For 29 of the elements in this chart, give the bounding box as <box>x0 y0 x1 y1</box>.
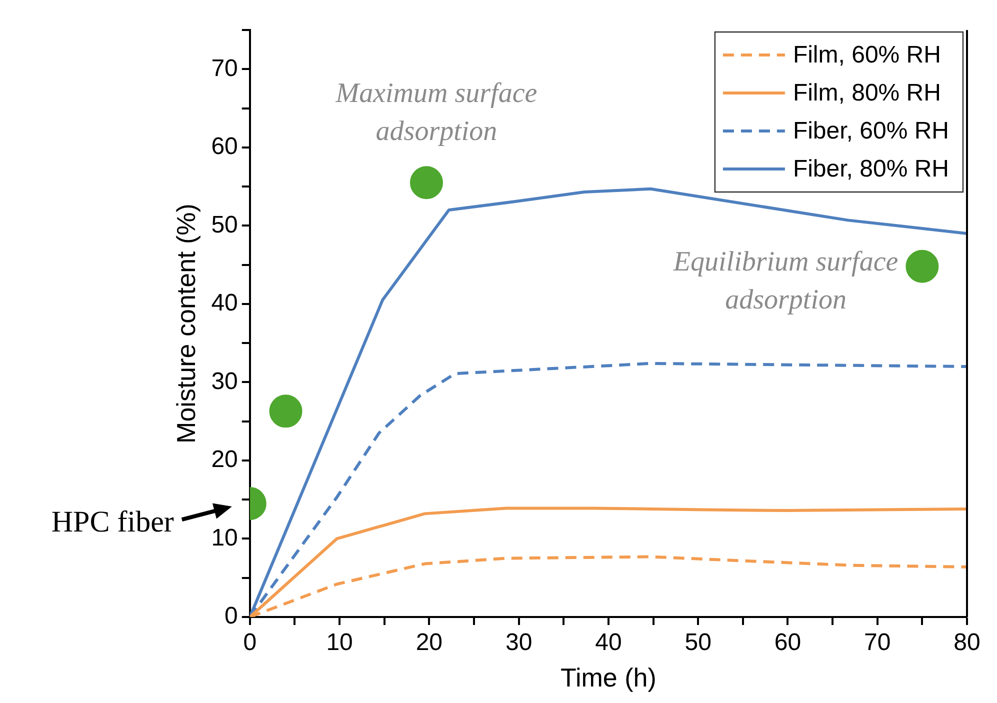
point <box>269 394 302 428</box>
y-tick-label: 40 <box>211 290 238 317</box>
y-tick-label: 10 <box>211 524 238 552</box>
x-tick-label: 20 <box>416 629 443 656</box>
point <box>410 166 443 200</box>
x-tick-label: 60 <box>774 629 802 656</box>
annotation: Maximum surface adsorption <box>334 78 538 147</box>
legend-label: Fiber, 80% RH <box>792 156 950 183</box>
point <box>906 250 939 283</box>
y-tick-label: 50 <box>211 211 238 238</box>
y-tick-label: 30 <box>211 368 238 395</box>
y-axis-title: Moisture content (%) <box>170 204 201 444</box>
x-tick-label: 70 <box>864 629 891 656</box>
y-tick-label: 70 <box>211 54 238 82</box>
x-tick-label: 0 <box>243 629 257 656</box>
annotation: Equilibrium surface adsorption <box>672 246 898 316</box>
x-tick-label: 40 <box>595 629 622 656</box>
legend-label: Film, 80% RH <box>792 80 941 107</box>
x-tick-label: 10 <box>326 629 353 656</box>
y-tick-label: 20 <box>211 446 238 474</box>
x-axis-title: Time (h) <box>560 662 656 693</box>
annotation: HPC fiber <box>51 505 174 538</box>
x-tick-label: 50 <box>684 629 712 656</box>
y-tick-label: 60 <box>211 133 238 160</box>
legend-label: Fiber, 60% RH <box>792 118 950 145</box>
x-tick-label: 30 <box>505 629 532 656</box>
y-tick-label: 0 <box>224 602 238 630</box>
x-tick-label: 80 <box>954 629 980 656</box>
legend-label: Film, 60% RH <box>792 42 941 69</box>
